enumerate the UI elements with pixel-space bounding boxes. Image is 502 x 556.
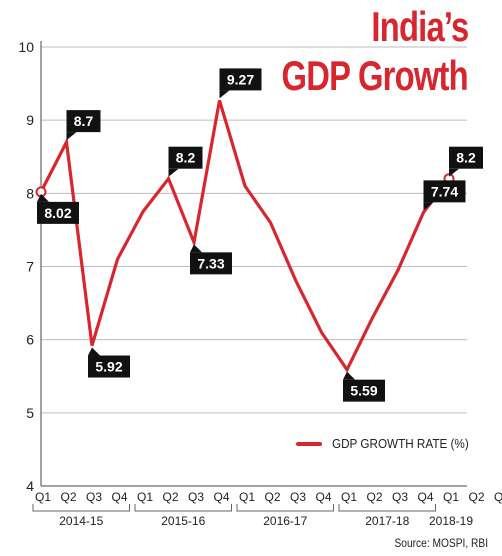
data-label-pointer: [219, 90, 230, 99]
data-label: 8.2: [449, 146, 483, 177]
legend-line-swatch: [296, 441, 322, 446]
fiscal-year-label: 2015-16: [161, 514, 205, 528]
data-label-text: 8.7: [74, 113, 94, 129]
data-label-pointer: [190, 244, 202, 253]
data-label-box: [343, 379, 385, 402]
data-label-box: [219, 68, 262, 91]
x-tick-label: Q3: [188, 490, 204, 504]
data-label: 7.33: [190, 244, 232, 275]
data-label-text: 5.92: [95, 359, 122, 375]
data-label: 8.02: [37, 193, 79, 224]
year-bracket: [236, 504, 334, 512]
data-label-text: 5.59: [350, 383, 377, 399]
year-bracket: [32, 504, 130, 512]
data-label-box: [190, 252, 232, 275]
y-tick-label: 9: [26, 112, 34, 128]
x-tick-label: Q2: [264, 490, 280, 504]
data-label: 7.74: [423, 180, 466, 211]
year-bracket: [134, 504, 232, 512]
x-tick-label: Q3: [494, 490, 502, 504]
x-tick-label: Q1: [35, 490, 51, 504]
x-tick-label: Q3: [86, 490, 102, 504]
fiscal-year-label: 2016-17: [263, 514, 307, 528]
source-note: Source: MOSPI, RBI: [394, 536, 488, 550]
data-label-box: [66, 110, 101, 133]
fiscal-year-label: 2018-19: [429, 514, 473, 528]
data-label-pointer: [88, 347, 100, 356]
data-label-text: 7.74: [431, 183, 458, 199]
x-tick-label: Q1: [341, 490, 357, 504]
x-tick-label: Q3: [392, 490, 408, 504]
data-label-text: 8.2: [176, 150, 196, 166]
x-tick-label: Q2: [60, 490, 76, 504]
data-label: 8.7: [66, 110, 101, 141]
x-tick-label: Q4: [213, 490, 229, 504]
y-tick-label: 8: [26, 185, 34, 201]
x-tick-label: Q1: [137, 490, 153, 504]
y-tick-label: 7: [26, 259, 34, 275]
year-bracket: [338, 504, 436, 512]
x-tick-label: Q2: [162, 490, 178, 504]
fiscal-year-label: 2014-15: [59, 514, 103, 528]
x-tick-label: Q2: [366, 490, 382, 504]
x-tick-label: Q4: [111, 490, 127, 504]
data-label-pointer: [343, 371, 355, 380]
chart-title-line-2: GDP Growth: [281, 52, 469, 99]
data-label-box: [423, 180, 466, 203]
x-tick-label: Q4: [315, 490, 331, 504]
data-label: 8.2: [168, 146, 203, 177]
x-tick-label: Q2: [468, 490, 484, 504]
data-label-text: 7.33: [197, 255, 224, 271]
data-label-box: [88, 355, 130, 378]
data-label: 5.92: [88, 347, 130, 378]
y-tick-label: 5: [26, 405, 34, 421]
data-label-pointer: [168, 168, 179, 177]
data-label-pointer: [37, 193, 49, 202]
data-label-pointer: [449, 168, 459, 177]
fiscal-year-label: 2017-18: [365, 514, 409, 528]
data-label-pointer: [423, 202, 434, 211]
y-tick-label: 10: [18, 39, 34, 55]
data-label-box: [37, 201, 79, 224]
x-tick-label: Q3: [290, 490, 306, 504]
data-label: 5.59: [343, 371, 385, 402]
data-label: 9.27: [219, 68, 262, 99]
data-label-text: 9.27: [227, 71, 254, 87]
series-line-gdp-growth: [39, 99, 451, 373]
x-tick-label: Q1: [239, 490, 255, 504]
x-tick-label: Q1: [443, 490, 459, 504]
y-tick-label: 4: [26, 478, 34, 494]
x-tick-label: Q4: [417, 490, 433, 504]
legend: GDP GROWTH RATE (%): [296, 436, 484, 451]
data-label-pointer: [66, 132, 77, 141]
y-tick-label: 6: [26, 332, 34, 348]
data-label-box: [449, 146, 483, 169]
data-label-text: 8.2: [456, 150, 476, 166]
data-label-text: 8.02: [44, 205, 71, 221]
chart-title-line-1: India’s: [370, 3, 469, 50]
data-label-box: [168, 146, 203, 169]
legend-label: GDP GROWTH RATE (%): [332, 436, 469, 451]
